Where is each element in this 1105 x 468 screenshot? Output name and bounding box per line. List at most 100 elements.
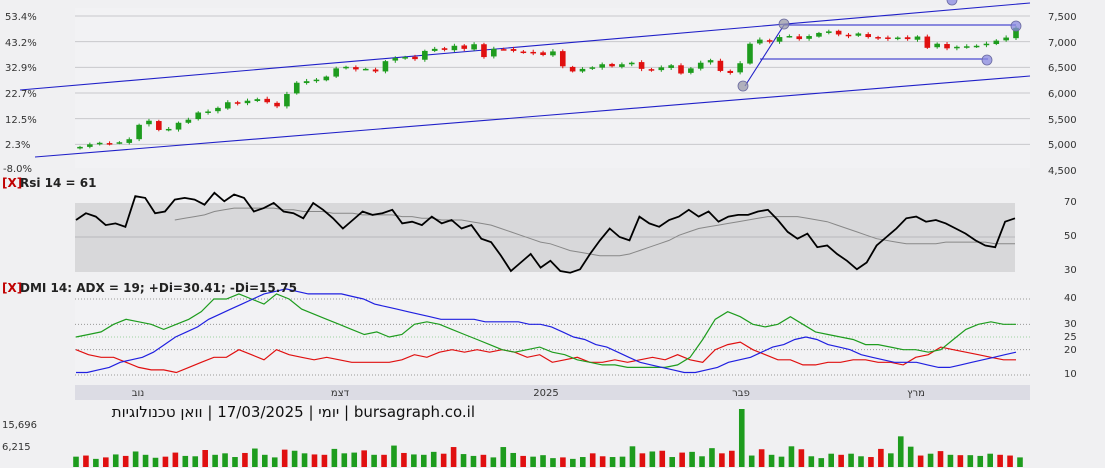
- dmi-gridlines: [75, 298, 1030, 376]
- volume-bar: [669, 457, 676, 467]
- rsi-scale-label: 70: [1064, 197, 1077, 208]
- volume-bar: [321, 454, 328, 467]
- volume-bar: [470, 455, 477, 467]
- volume-bar: [262, 454, 268, 467]
- price-label: 5,000: [1048, 140, 1077, 151]
- dmi-close-button[interactable]: [X]: [2, 281, 22, 295]
- rsi-close-button[interactable]: [X]: [2, 176, 22, 190]
- volume-bar: [103, 457, 109, 467]
- trend-anchor-handle[interactable]: [737, 80, 749, 92]
- volume-bar: [619, 456, 626, 467]
- dmi-minus-di-line: [75, 341, 1016, 374]
- candle-body: [668, 65, 674, 68]
- volume-bar: [798, 449, 805, 467]
- x-axis-label: מרץ: [907, 388, 925, 399]
- candle-body: [826, 31, 832, 33]
- candle-body: [333, 68, 339, 77]
- volume-bar: [768, 454, 775, 467]
- candle-body: [757, 39, 763, 44]
- volume-bar: [907, 446, 914, 467]
- price-pct-axis: 53.4% 43.2% 32.9% 22.7% 12.5% 2.3% -8.0%: [3, 12, 37, 175]
- candle-body: [638, 62, 645, 69]
- volume-bar: [649, 451, 656, 467]
- candle-body: [697, 62, 704, 69]
- volume-bar: [440, 453, 447, 467]
- candle-body: [451, 45, 458, 51]
- candle-body: [983, 43, 990, 46]
- trend-anchor-handle[interactable]: [778, 18, 790, 30]
- volume-bar: [450, 447, 457, 467]
- candle-body: [806, 36, 812, 39]
- candle-body: [993, 40, 1000, 45]
- volume-bar: [639, 453, 646, 467]
- volume-bar: [351, 452, 358, 467]
- volume-bar: [172, 452, 179, 467]
- price-label: 7,000: [1048, 38, 1077, 49]
- candle-body: [816, 32, 822, 37]
- volume-bar: [291, 450, 298, 467]
- volume-bar: [460, 454, 467, 467]
- volume-bar: [868, 457, 874, 467]
- candle-body: [224, 102, 231, 109]
- volume-bar: [758, 449, 765, 467]
- trend-anchor-handle[interactable]: [1010, 20, 1022, 32]
- candle-body: [944, 44, 950, 49]
- candle-body: [619, 64, 625, 67]
- candle-body: [540, 52, 546, 56]
- price-anchor-markers[interactable]: [737, 0, 1022, 92]
- candle-body: [274, 102, 280, 107]
- candle-body: [520, 51, 527, 54]
- candle-body: [77, 146, 83, 149]
- pct-label: 12.5%: [5, 115, 37, 126]
- candle-body: [500, 49, 507, 51]
- candle-body: [234, 102, 241, 104]
- volume-bar: [838, 454, 844, 467]
- trend-anchor-handle[interactable]: [946, 0, 958, 6]
- dmi-scale-label: 40: [1064, 293, 1077, 304]
- volume-bar: [788, 446, 795, 467]
- x-axis-label: דצמ: [331, 388, 350, 399]
- volume-bar: [997, 454, 1003, 467]
- volume-bar: [411, 454, 417, 467]
- x-axis-label: פבר: [732, 388, 750, 399]
- volume-bar: [589, 453, 596, 467]
- volume-bar: [361, 450, 367, 467]
- volume-bar: [222, 453, 228, 467]
- volume-bar: [391, 445, 397, 467]
- dmi-scale-label: 30: [1064, 319, 1077, 330]
- x-axis-strip: [75, 385, 1030, 400]
- candle-body: [431, 48, 438, 51]
- trend-anchor-handle[interactable]: [981, 54, 993, 66]
- volume-bar: [679, 452, 685, 467]
- rsi-panel: [X] Rsi 14 = 61 70 50 30: [2, 176, 1077, 276]
- candle-body: [904, 37, 911, 40]
- candle-body: [885, 37, 891, 39]
- volume-bar: [729, 450, 735, 467]
- volume-bar: [112, 454, 119, 467]
- candle-body: [343, 66, 349, 69]
- volume-bar: [927, 453, 934, 467]
- price-label: 7,500: [1048, 12, 1077, 23]
- price-trendlines: [19, 2, 1031, 158]
- volume-bar: [957, 455, 964, 467]
- candle-body: [727, 70, 734, 73]
- volume-bar: [83, 455, 89, 467]
- price-value-axis: 7,500 7,000 6,500 6,000 5,500 5,000 4,50…: [1048, 12, 1077, 177]
- volume-bar: [242, 452, 248, 467]
- pct-label: 32.9%: [5, 63, 37, 74]
- candle-body: [481, 44, 487, 58]
- volume-bar: [271, 457, 278, 467]
- candle-body: [678, 65, 684, 74]
- volume-scale-label: 6,215: [2, 442, 31, 453]
- volume-bar: [540, 455, 546, 467]
- volume-bar: [311, 454, 318, 467]
- rsi-scale-label: 50: [1064, 231, 1077, 242]
- volume-bar: [947, 454, 954, 467]
- chart-caption: יומי | 17/03/2025 | וואן טכנולוגיות | bu…: [112, 403, 475, 421]
- volume-bar: [202, 450, 208, 467]
- candle-body: [372, 69, 379, 72]
- candle-body: [747, 43, 753, 64]
- candle-body: [422, 50, 428, 60]
- candle-body: [412, 56, 418, 60]
